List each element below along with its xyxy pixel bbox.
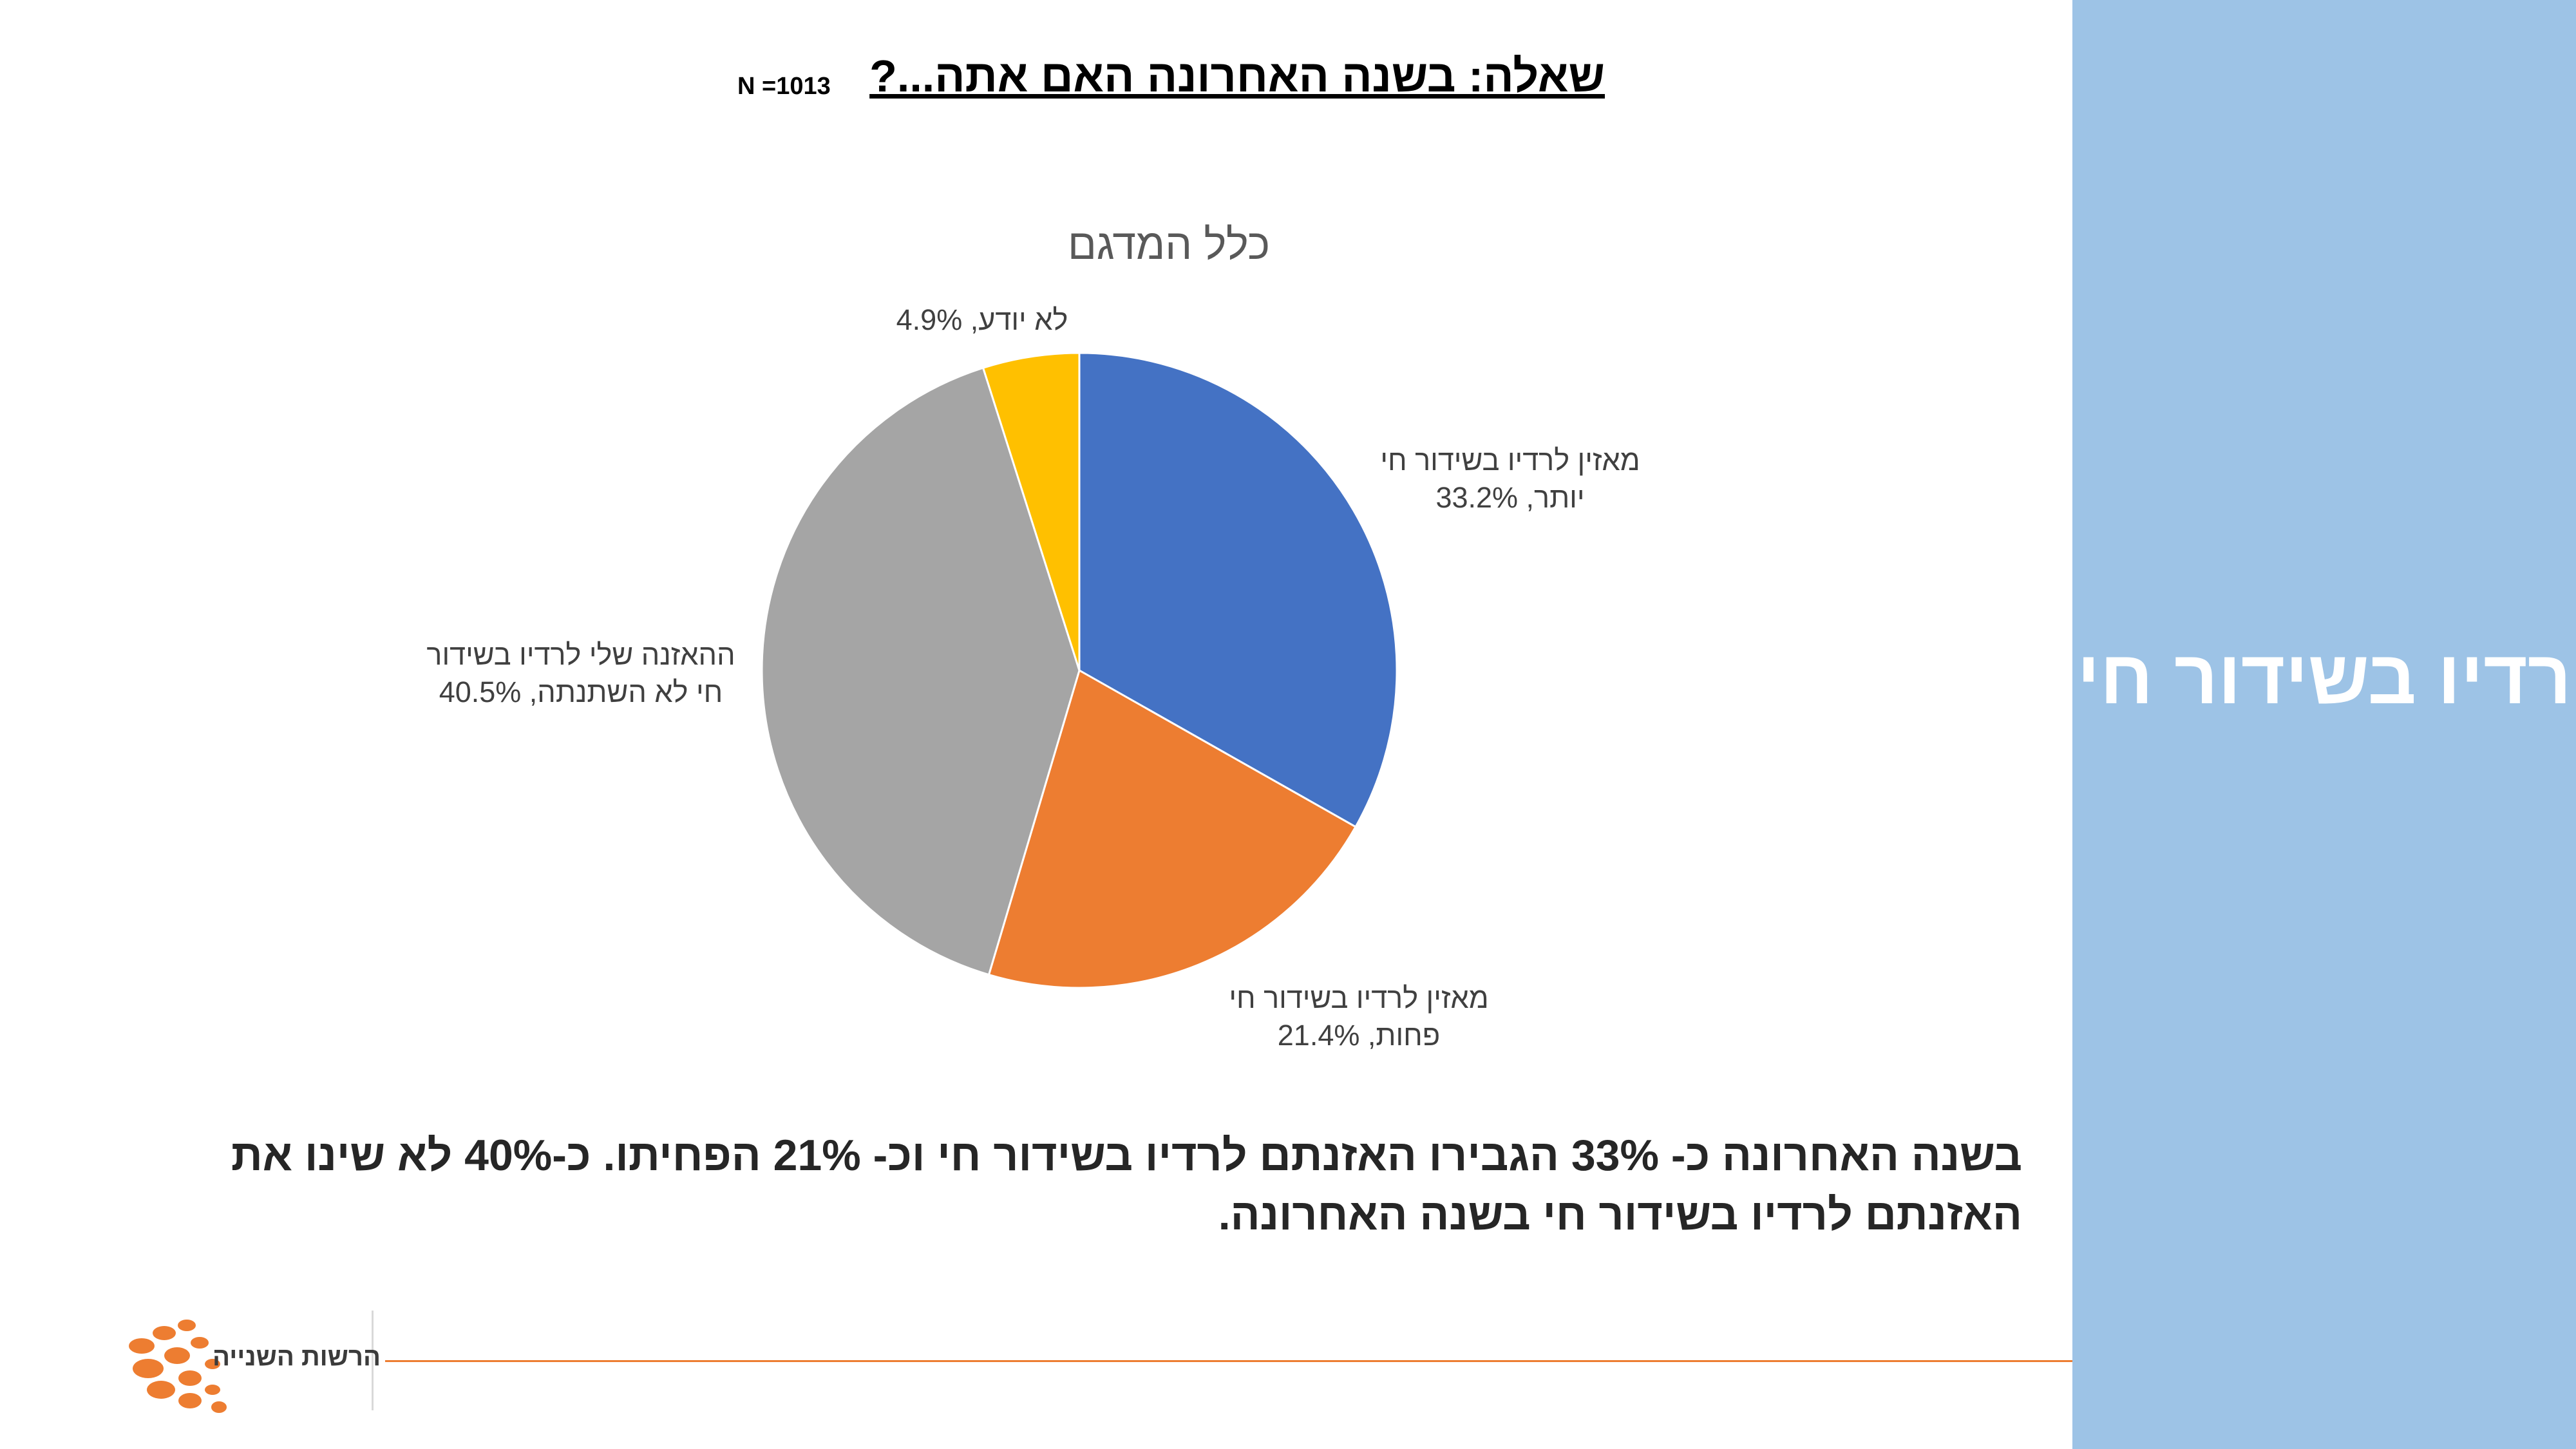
chart-title: כלל המדגם [1068,220,1270,268]
section-title: רדיו בשידור חי [2077,635,2571,720]
pie-slice-3 [981,352,1081,671]
slice-label-0: מאזין לרדיו בשידור חי יותר, 33.2% [1380,444,1640,514]
pie-slice-2 [761,366,1081,976]
slice-label-3: לא יודע, 4.9% [896,303,1068,336]
pie-slice-0 [1078,352,1398,828]
slice-label-1: מאזין לרדיו בשידור חי פחות, 21.4% [1229,981,1488,1052]
logo-text: הרשות השנייה [213,1343,381,1371]
pie-slice-1 [987,668,1358,989]
sample-size-label: N =1013 [737,73,831,100]
pie-chart: מאזין לרדיו בשידור חי יותר, 33.2% מאזין לר… [426,220,1640,1052]
section-sidebar: רדיו בשידור חי [2072,0,2576,1449]
logo-divider [372,1311,374,1410]
question-title: שאלה: בשנה האחרונה האם אתה...? [869,51,1605,101]
slice-label-2: ההאזנה שלי לרדיו בשידור חי לא השתנתה, 40.… [426,638,735,708]
summary-text: בשנה האחרונה כ- 33% הגבירו האזנתם לרדיו … [231,1131,2022,1239]
logo-icon [129,1320,227,1413]
footer-divider [385,1360,2072,1362]
pie-labels: מאזין לרדיו בשידור חי יותר, 33.2% מאזין לר… [426,303,1640,1052]
pie-slices [761,352,1398,989]
